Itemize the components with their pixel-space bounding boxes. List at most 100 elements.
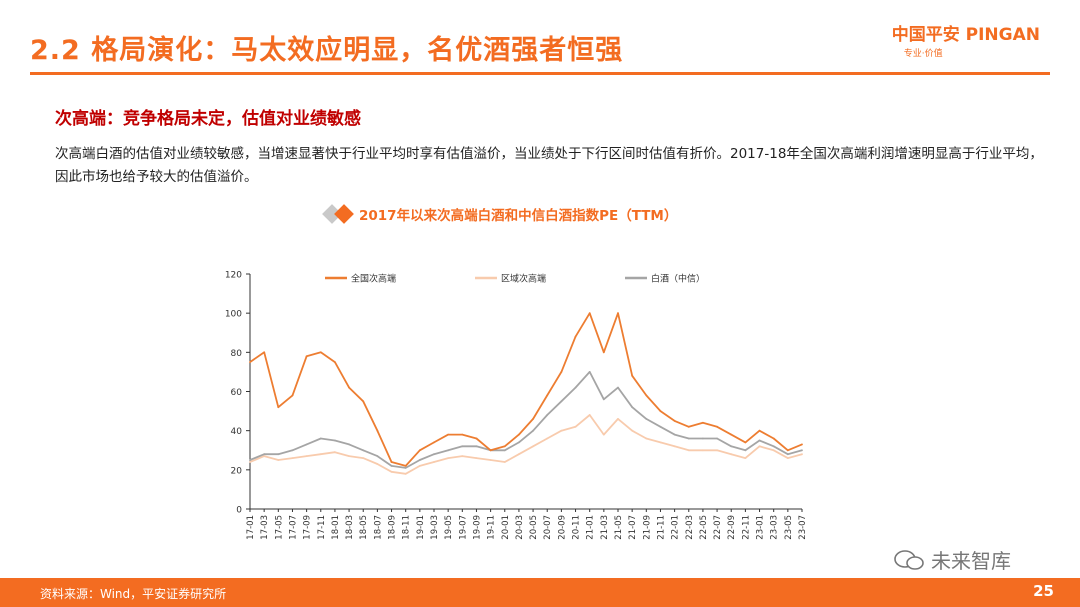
x-tick-label: 23-01	[756, 515, 766, 540]
series-line	[249, 370, 803, 469]
data-point	[461, 445, 464, 448]
data-point	[518, 441, 520, 444]
data-point	[334, 361, 336, 363]
data-point	[560, 371, 563, 373]
x-tick-label: 20-01	[501, 515, 511, 540]
data-point	[532, 445, 534, 448]
wechat-icon	[894, 549, 924, 570]
data-point	[489, 449, 492, 452]
data-point	[362, 457, 365, 459]
data-point	[617, 386, 619, 389]
data-point	[334, 439, 336, 442]
data-point	[687, 437, 690, 440]
data-point	[291, 457, 294, 459]
x-tick-label: 17-05	[274, 515, 284, 540]
data-point	[702, 437, 704, 440]
data-point	[673, 420, 676, 422]
data-point	[758, 429, 761, 432]
data-point	[319, 453, 322, 456]
y-tick-label: 80	[231, 349, 243, 359]
data-point	[744, 457, 747, 459]
page-number: 25	[1033, 582, 1054, 600]
data-point	[503, 461, 506, 463]
data-point	[801, 453, 803, 456]
data-point	[659, 441, 662, 444]
data-point	[786, 453, 789, 456]
x-tick-label: 17-03	[260, 515, 270, 540]
data-point	[758, 439, 761, 442]
data-point	[602, 398, 605, 401]
data-point	[716, 425, 718, 428]
x-tick-label: 23-07	[798, 515, 808, 540]
data-point	[249, 361, 251, 363]
data-point	[786, 457, 789, 459]
data-point	[390, 461, 393, 463]
footer-bar	[0, 578, 1080, 607]
data-point	[334, 451, 336, 454]
data-point	[687, 449, 690, 452]
data-point	[291, 394, 294, 397]
chart-title: 2017年以来次高端白酒和中信白酒指数PE（TTM）	[359, 208, 678, 224]
logo-tagline: 专业·价值	[903, 49, 943, 59]
x-tick-label: 19-07	[458, 515, 468, 540]
data-point	[475, 445, 478, 448]
data-point	[461, 433, 464, 436]
data-point	[617, 312, 619, 315]
x-tick-label: 22-03	[685, 515, 695, 540]
x-tick-label: 21-03	[600, 515, 610, 540]
series-line	[249, 312, 803, 467]
legend-label: 区域次高端	[501, 273, 546, 285]
data-point	[730, 445, 733, 448]
data-point	[348, 386, 350, 389]
data-point	[546, 437, 549, 440]
series-line	[249, 414, 803, 475]
data-point	[305, 455, 308, 457]
data-point	[744, 449, 747, 452]
data-point	[362, 449, 365, 452]
x-tick-label: 19-11	[487, 515, 497, 540]
watermark-text: 未来智库	[931, 549, 1011, 573]
data-point	[702, 421, 704, 424]
chart-heading: 2017年以来次高端白酒和中信白酒指数PE（TTM）	[322, 204, 678, 224]
data-point	[418, 465, 421, 467]
data-point	[602, 433, 605, 436]
data-point	[631, 429, 634, 432]
data-point	[418, 459, 421, 461]
data-point	[263, 351, 266, 354]
data-point	[645, 418, 648, 420]
data-point	[319, 437, 322, 440]
data-point	[404, 467, 407, 469]
section-subtitle: 次高端：竞争格局未定，估值对业绩敏感	[55, 109, 361, 129]
legend-label: 全国次高端	[351, 273, 396, 285]
data-point	[574, 335, 577, 338]
data-point	[588, 414, 591, 416]
x-tick-label: 18-01	[331, 515, 341, 540]
data-point	[588, 312, 591, 315]
y-tick-label: 100	[225, 310, 242, 320]
data-point	[376, 455, 379, 457]
source-note: 资料来源：Wind，平安证券研究所	[40, 587, 227, 601]
data-point	[631, 374, 634, 377]
data-point	[716, 437, 718, 440]
data-point	[617, 418, 619, 420]
data-point	[433, 461, 435, 463]
data-point	[546, 394, 549, 397]
data-point	[631, 406, 634, 409]
data-point	[801, 443, 803, 446]
logo-text: 中国平安 PINGAN	[891, 25, 1040, 45]
data-point	[404, 472, 407, 475]
data-point	[673, 445, 676, 448]
data-point	[772, 437, 775, 440]
data-point	[560, 429, 563, 432]
y-tick-label: 20	[231, 466, 243, 476]
x-tick-label: 18-11	[402, 515, 412, 540]
data-point	[348, 455, 350, 457]
x-tick-label: 21-11	[656, 515, 666, 540]
x-tick-label: 22-09	[727, 515, 737, 540]
data-point	[362, 400, 365, 403]
data-point	[305, 355, 308, 358]
data-point	[249, 461, 251, 463]
x-tick-label: 19-01	[416, 515, 426, 540]
x-tick-label: 20-05	[529, 515, 539, 540]
